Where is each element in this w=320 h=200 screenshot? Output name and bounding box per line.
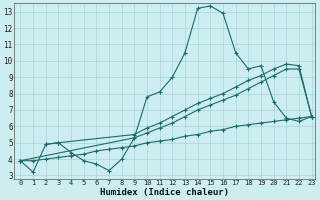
X-axis label: Humidex (Indice chaleur): Humidex (Indice chaleur) [100,188,229,197]
